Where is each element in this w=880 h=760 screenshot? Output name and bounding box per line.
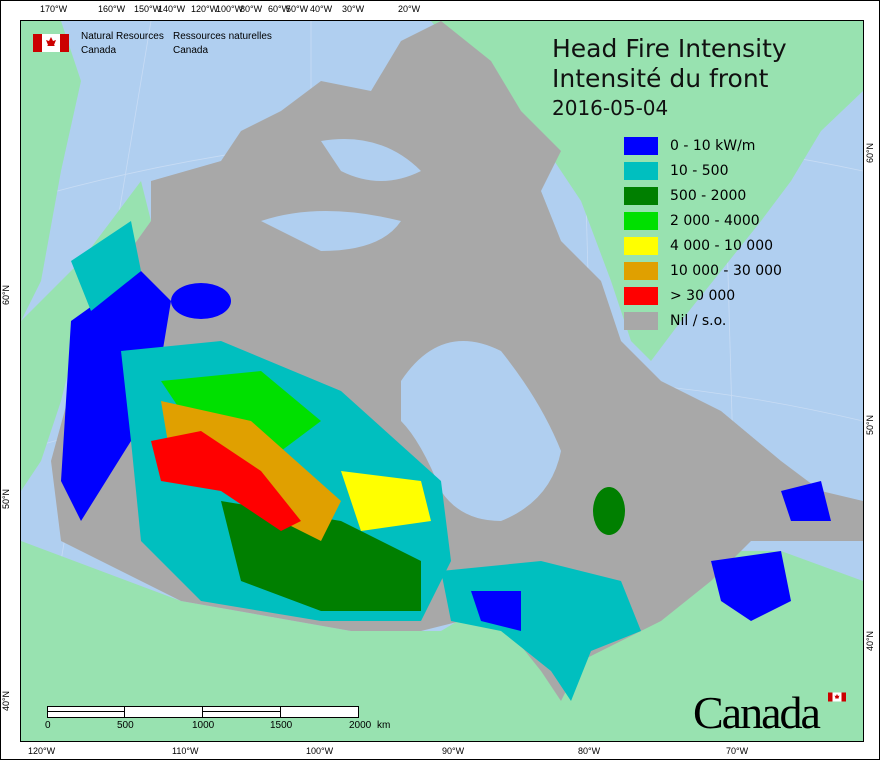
right-tick: 60°N	[865, 142, 876, 164]
scale-segment	[124, 706, 203, 718]
map-area[interactable]	[20, 20, 864, 742]
top-tick: 150°W	[134, 4, 162, 14]
legend-item: 0 - 10 kW/m	[624, 133, 782, 158]
legend-swatch	[624, 236, 658, 255]
top-tick: 50°W	[286, 4, 309, 14]
org-name-en-1: Natural Resources	[81, 31, 164, 42]
scale-label: 1500	[270, 720, 293, 731]
bottom-tick: 120°W	[28, 746, 56, 756]
legend-item: > 30 000	[624, 283, 782, 308]
legend-label: 0 - 10 kW/m	[670, 137, 756, 154]
legend-swatch	[624, 286, 658, 305]
legend-item: 4 000 - 10 000	[624, 233, 782, 258]
scale-label: 2000	[349, 720, 372, 731]
map-graphic	[21, 21, 863, 741]
fire-zone-red	[151, 431, 301, 531]
top-tick: 120°W	[191, 4, 219, 14]
scale-label: 0	[45, 720, 51, 731]
org-name-fr-1: Ressources naturelles	[173, 31, 272, 42]
fire-zone-north-blue	[171, 283, 231, 319]
scale-unit: km	[377, 720, 391, 731]
wordmark-text: Canada	[693, 687, 821, 738]
legend-swatch	[624, 261, 658, 280]
legend-item: Nil / s.o.	[624, 308, 782, 333]
title-fr: Intensité du front	[552, 64, 769, 93]
legend-swatch	[624, 186, 658, 205]
map-date: 2016-05-04	[552, 96, 669, 120]
legend-label: 500 - 2000	[670, 187, 747, 204]
top-tick: 30°W	[342, 4, 365, 14]
legend-swatch	[624, 211, 658, 230]
legend-label: 2 000 - 4000	[670, 212, 760, 229]
legend: 0 - 10 kW/m 10 - 500 500 - 2000 2 000 - …	[624, 133, 782, 333]
title-en: Head Fire Intensity	[552, 34, 787, 63]
legend-item: 500 - 2000	[624, 183, 782, 208]
bottom-tick: 80°W	[578, 746, 601, 756]
alaska	[21, 21, 81, 321]
top-tick: 170°W	[40, 4, 68, 14]
map-title: Head Fire Intensity Intensité du front 2…	[552, 34, 787, 122]
top-tick: 80°W	[240, 4, 263, 14]
legend-swatch	[624, 136, 658, 155]
top-tick: 40°W	[310, 4, 333, 14]
fire-zone-east-blue	[471, 481, 831, 631]
scale-segment	[202, 706, 281, 718]
bottom-tick: 100°W	[306, 746, 334, 756]
fire-zone-yellow	[341, 471, 431, 531]
bottom-tick: 90°W	[442, 746, 465, 756]
bottom-tick: 110°W	[172, 746, 199, 756]
bottom-tick: 70°W	[726, 746, 749, 756]
top-tick: 20°W	[398, 4, 421, 14]
legend-item: 2 000 - 4000	[624, 208, 782, 233]
top-tick: 60°W	[268, 4, 291, 14]
scale-segment	[280, 706, 359, 718]
legend-item: 10 000 - 30 000	[624, 258, 782, 283]
legend-swatch	[624, 311, 658, 330]
legend-label: 10 - 500	[670, 162, 729, 179]
org-name-en-2: Canada	[81, 45, 117, 56]
top-tick: 100°W	[216, 4, 244, 14]
legend-swatch	[624, 161, 658, 180]
legend-label: 10 000 - 30 000	[670, 262, 782, 279]
scale-label: 1000	[192, 720, 215, 731]
wordmark-flag-icon	[828, 692, 846, 702]
hudson-bay	[401, 341, 561, 521]
top-tick: 140°W	[158, 4, 186, 14]
right-tick: 50°N	[865, 414, 876, 436]
left-tick: 60°N	[1, 284, 12, 306]
fire-zone-darkgreen	[221, 501, 421, 611]
legend-label: > 30 000	[670, 287, 736, 304]
left-tick: 40°N	[1, 690, 12, 712]
scale-label: 500	[117, 720, 134, 731]
top-tick: 160°W	[98, 4, 126, 14]
org-name-fr-2: Canada	[173, 45, 209, 56]
legend-item: 10 - 500	[624, 158, 782, 183]
legend-label: Nil / s.o.	[670, 312, 727, 329]
left-tick: 50°N	[1, 488, 12, 510]
right-tick: 40°N	[865, 630, 876, 652]
scale-segment	[47, 706, 125, 718]
legend-label: 4 000 - 10 000	[670, 237, 774, 254]
fire-zone-labrador	[593, 487, 625, 535]
canada-flag-icon	[33, 34, 69, 52]
canada-wordmark: Canada	[693, 686, 846, 739]
arctic-channels	[261, 139, 421, 251]
alaska-fire-zone	[71, 221, 141, 311]
fire-zone-blue	[61, 271, 171, 521]
